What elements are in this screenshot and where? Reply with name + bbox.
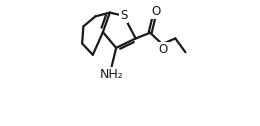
Text: O: O bbox=[151, 5, 160, 18]
Text: O: O bbox=[159, 43, 168, 56]
Text: NH₂: NH₂ bbox=[100, 68, 124, 82]
Text: S: S bbox=[120, 9, 127, 22]
